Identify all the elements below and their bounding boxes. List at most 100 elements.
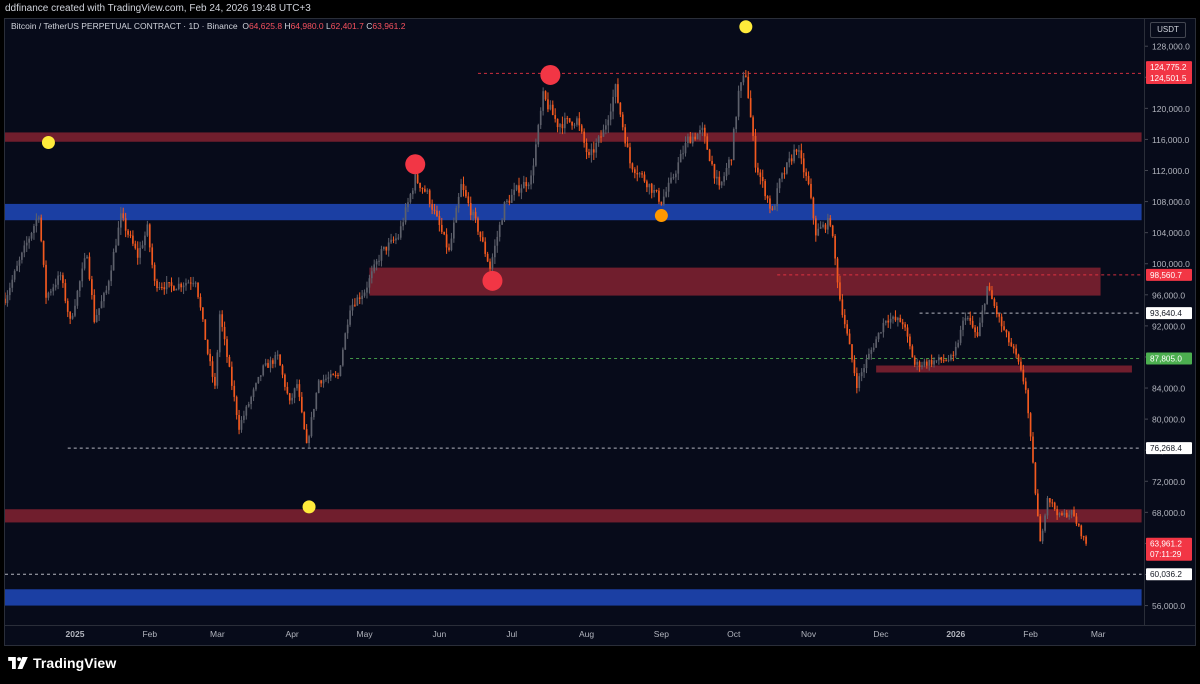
candle-body	[443, 231, 446, 235]
support-zone[interactable]	[5, 203, 1142, 221]
candle-body	[457, 196, 460, 208]
candle-body	[402, 222, 405, 227]
candle-body	[64, 283, 67, 301]
candle-body	[650, 183, 653, 193]
candle-body	[1058, 513, 1061, 516]
candle-body	[479, 231, 482, 238]
candle-body	[658, 190, 660, 202]
candle-body	[395, 238, 397, 241]
candle-body	[180, 283, 183, 288]
resistance-zone[interactable]	[5, 509, 1142, 523]
candle-body	[998, 314, 1001, 317]
support-zone[interactable]	[5, 589, 1142, 606]
price-label-tag	[1146, 307, 1192, 320]
candle-body	[805, 172, 808, 176]
candle-body	[206, 339, 209, 354]
candle-body	[228, 356, 231, 367]
candle-body	[863, 368, 865, 373]
candle-body	[720, 181, 723, 186]
candle-body	[971, 320, 974, 328]
candle-body	[1027, 389, 1030, 414]
low-value: 62,401.7	[330, 21, 364, 31]
candle-body	[691, 136, 694, 144]
candle-body	[614, 84, 617, 97]
candle-body	[653, 189, 655, 193]
candle-body	[1024, 381, 1027, 390]
candle-body	[752, 117, 754, 136]
candle-body	[1070, 509, 1073, 515]
signal-marker[interactable]	[302, 500, 316, 514]
candle-body	[139, 247, 141, 258]
candle-body	[723, 176, 725, 182]
candle-body	[687, 136, 689, 143]
candle-body	[315, 393, 318, 409]
candle-body	[860, 372, 863, 377]
candle-body	[445, 234, 448, 248]
signal-marker[interactable]	[41, 136, 55, 150]
candle-body	[107, 281, 110, 291]
candle-body	[291, 397, 294, 401]
candle-body	[580, 125, 583, 132]
resistance-zone[interactable]	[876, 365, 1132, 373]
candle-body	[583, 131, 585, 143]
candle-body	[764, 181, 766, 197]
candle-body	[431, 204, 433, 210]
candle-body	[986, 286, 988, 304]
price-axis-separator	[1144, 18, 1145, 626]
candle-body	[1065, 512, 1068, 517]
candle-body	[474, 211, 477, 219]
candle-body	[281, 365, 284, 375]
resistance-zone[interactable]	[5, 132, 1142, 142]
x-tick-label: Mar	[1091, 629, 1106, 639]
candle-body	[486, 253, 489, 262]
x-tick-label: Jun	[433, 629, 447, 639]
candle-body	[368, 278, 371, 288]
candle-body	[25, 242, 28, 246]
candle-body	[16, 265, 18, 271]
resistance-zone[interactable]	[369, 267, 1101, 296]
candle-body	[824, 224, 827, 230]
candle-body	[979, 322, 981, 336]
signal-marker[interactable]	[540, 64, 561, 85]
candle-body	[52, 287, 55, 292]
signal-marker[interactable]	[739, 20, 753, 34]
candle-body	[173, 286, 175, 291]
candle-body	[460, 184, 462, 197]
candle-body	[744, 75, 747, 77]
candle-body	[508, 200, 511, 203]
candle-body	[91, 279, 93, 295]
candle-body	[675, 173, 677, 178]
candle-body	[761, 176, 764, 182]
candle-body	[556, 118, 559, 128]
tradingview-logo[interactable]: TradingView	[8, 655, 116, 671]
candle-body	[868, 353, 870, 360]
currency-button[interactable]: USDT	[1150, 22, 1186, 38]
signal-marker[interactable]	[482, 270, 503, 291]
candle-body	[332, 374, 335, 376]
candle-body	[699, 130, 701, 134]
candle-body	[1078, 523, 1080, 526]
candle-body	[146, 224, 149, 236]
signal-marker[interactable]	[654, 209, 668, 223]
candle-body	[781, 173, 783, 179]
candle-body	[288, 393, 291, 401]
candle-body	[795, 149, 798, 152]
candle-body	[957, 342, 960, 347]
signal-marker[interactable]	[405, 154, 426, 175]
candle-body	[1082, 536, 1085, 538]
candle-body	[112, 251, 115, 271]
x-tick-label: Oct	[727, 629, 741, 639]
candle-body	[28, 238, 30, 243]
candle-body	[216, 352, 219, 386]
candle-body	[848, 333, 851, 345]
candle-body	[197, 282, 199, 297]
candle-body	[98, 308, 100, 316]
candle-body	[991, 290, 993, 300]
candle-body	[612, 96, 614, 112]
candle-body	[211, 361, 214, 377]
candle-body	[286, 386, 289, 394]
candle-body	[136, 248, 139, 258]
candle-body	[383, 246, 385, 250]
candle-body	[554, 115, 557, 119]
